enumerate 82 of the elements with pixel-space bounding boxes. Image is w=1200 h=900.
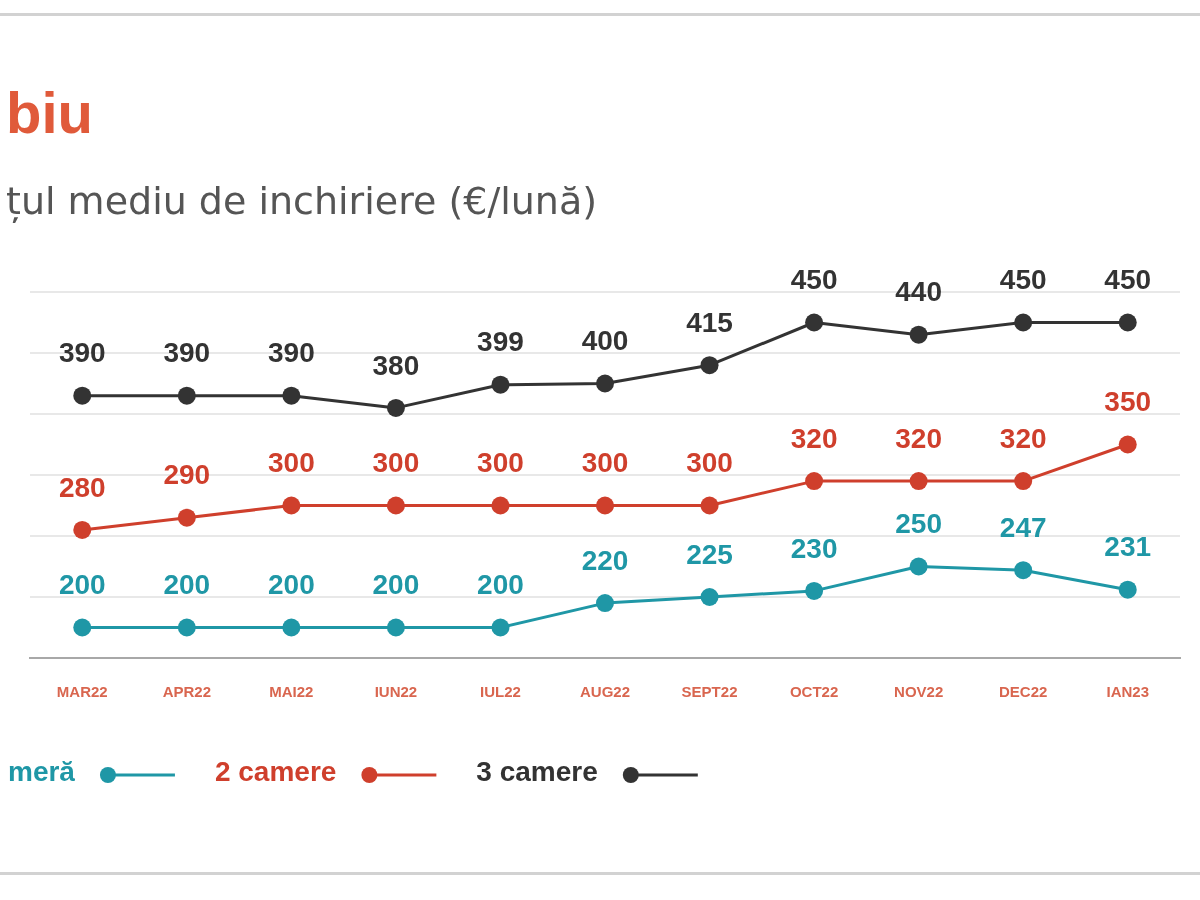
point: [700, 356, 719, 375]
point: [177, 386, 196, 405]
point: [1014, 472, 1033, 491]
data-label: 440: [895, 276, 942, 308]
data-label: 231: [1104, 531, 1152, 563]
chart-title: biu: [6, 80, 93, 145]
point: [596, 374, 614, 393]
data-label: 200: [477, 569, 524, 601]
data-label: 300: [477, 447, 524, 479]
legend-label: 2 camere: [214, 755, 337, 787]
point: [73, 520, 92, 539]
x-tick-label: IUN22: [374, 683, 418, 701]
data-label: 200: [268, 569, 315, 601]
point: [491, 618, 510, 637]
point: [1118, 435, 1137, 454]
point: [805, 472, 824, 491]
x-tick-label: DEC22: [999, 683, 1048, 701]
data-label: 320: [999, 422, 1047, 454]
data-label: 320: [790, 422, 838, 454]
x-tick-label: APR22: [162, 683, 211, 701]
data-label: 320: [895, 422, 942, 454]
chart-subtitle: țul mediu de inchiriere (€/lună): [6, 179, 598, 223]
point: [700, 588, 719, 606]
legend-label: 3 camere: [476, 755, 598, 787]
point: [386, 496, 405, 515]
data-label: 220: [581, 544, 629, 576]
legend-label: meră: [8, 755, 76, 787]
x-tick-label: IUL22: [480, 683, 521, 701]
x-tick-label: AUG22: [579, 683, 631, 701]
point: [282, 386, 301, 405]
point: [1118, 313, 1137, 332]
point: [386, 398, 405, 417]
data-label: 390: [163, 337, 211, 369]
data-label: 230: [790, 532, 838, 564]
point: [700, 496, 719, 515]
point: [805, 313, 824, 332]
point: [805, 581, 824, 600]
x-tick-label: OCT22: [789, 683, 839, 701]
data-label: 200: [163, 569, 211, 601]
data-label: 380: [372, 349, 420, 381]
point: [1014, 313, 1033, 332]
x-tick-label: IAN23: [1106, 683, 1149, 701]
point: [909, 325, 928, 344]
point: [177, 618, 196, 637]
point: [596, 594, 614, 613]
data-label: 247: [999, 511, 1047, 543]
data-label: 200: [58, 569, 106, 601]
data-label: 200: [372, 569, 420, 601]
point: [1118, 580, 1137, 599]
point: [596, 496, 614, 515]
point: [73, 618, 92, 637]
data-label: 300: [581, 447, 629, 479]
data-label: 225: [686, 538, 733, 570]
data-label: 400: [581, 325, 629, 357]
point: [909, 557, 928, 576]
data-label: 390: [268, 337, 315, 369]
data-label: 350: [1104, 386, 1152, 418]
data-label: 450: [1104, 264, 1152, 296]
x-tick-label: SEPT22: [681, 683, 738, 701]
data-label: 300: [268, 447, 315, 479]
data-label: 390: [58, 337, 106, 369]
point: [491, 496, 510, 515]
point: [909, 472, 928, 491]
data-label: 280: [58, 471, 106, 503]
point: [1014, 561, 1033, 580]
data-label: 250: [895, 508, 942, 540]
data-label: 300: [686, 447, 733, 479]
point: [386, 618, 405, 637]
data-label: 415: [686, 306, 733, 338]
point: [73, 386, 92, 405]
x-tick-label: MAI22: [269, 683, 314, 701]
data-label: 450: [790, 264, 838, 296]
data-label: 450: [999, 264, 1047, 296]
point: [491, 375, 510, 394]
data-label: 290: [163, 459, 211, 491]
data-label: 399: [477, 326, 524, 358]
point: [282, 618, 301, 637]
x-tick-label: MAR22: [56, 683, 108, 701]
point: [282, 496, 301, 515]
x-tick-label: NOV22: [894, 683, 944, 701]
point: [177, 508, 196, 527]
data-label: 300: [372, 447, 420, 479]
